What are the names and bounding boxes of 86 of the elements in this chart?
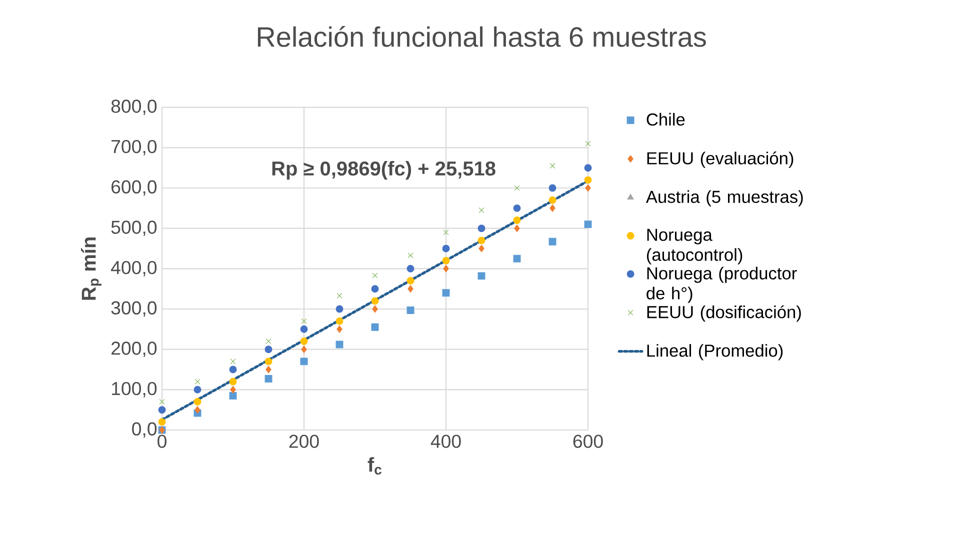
legend-label: Austria (5 muestras) <box>646 190 803 206</box>
point <box>229 378 237 386</box>
point <box>406 277 414 285</box>
point <box>336 292 342 298</box>
point <box>585 140 591 146</box>
point <box>406 306 414 314</box>
legend-label: Lineal (Promedio) <box>647 344 783 360</box>
point <box>478 207 484 213</box>
point <box>550 204 556 212</box>
point <box>585 184 591 192</box>
point <box>301 318 307 324</box>
point <box>372 272 378 278</box>
point <box>336 340 344 348</box>
annotation: Rp ≥ 0,9869(fc) + 25,518 <box>272 160 496 180</box>
point <box>442 289 450 297</box>
point <box>336 317 344 325</box>
point <box>548 196 556 204</box>
point <box>229 366 237 374</box>
point <box>513 254 521 262</box>
legend-label: EEUU (evaluación) <box>647 152 794 168</box>
point <box>230 358 236 364</box>
point <box>371 297 379 305</box>
legend-label: Noruega (productor de h°) <box>646 266 797 303</box>
point <box>229 392 237 400</box>
point <box>194 406 200 414</box>
point <box>194 378 200 384</box>
point <box>442 244 450 252</box>
point <box>159 399 165 404</box>
point <box>336 325 342 333</box>
point <box>443 264 449 272</box>
point <box>264 375 272 383</box>
point <box>548 238 556 246</box>
y-tick-label: 800,0 <box>111 100 157 116</box>
point <box>300 325 308 333</box>
x-axis-title: f$_{c}$ <box>368 457 382 475</box>
point <box>371 285 379 293</box>
point <box>266 366 272 374</box>
point <box>584 176 592 184</box>
point <box>194 386 202 394</box>
point <box>336 305 344 313</box>
x-tick-label: 0 <box>158 434 166 448</box>
chart-title: Relación funcional hasta 6 muestras <box>258 26 706 47</box>
point <box>442 256 450 264</box>
point <box>584 220 592 228</box>
point <box>408 285 414 293</box>
point <box>301 346 307 354</box>
point <box>158 406 166 414</box>
y-axis-title: R$_{p}$ mín <box>80 238 102 300</box>
y-tick-label: 400,0 <box>110 260 157 276</box>
point <box>478 244 484 252</box>
x-tick-label: 600 <box>573 434 603 448</box>
y-tick-label: 100,0 <box>112 382 157 398</box>
y-tick-label: 0,0 <box>132 422 157 438</box>
x-tick-label: 200 <box>289 434 319 448</box>
point <box>230 386 236 394</box>
point <box>300 338 308 346</box>
point <box>194 398 202 406</box>
y-tick-label: 200,0 <box>112 342 157 358</box>
point <box>550 163 556 169</box>
point <box>371 323 379 331</box>
point <box>406 264 414 272</box>
point <box>584 164 592 172</box>
point <box>264 346 272 354</box>
point <box>514 224 520 232</box>
legend-label: Chile <box>646 112 685 126</box>
y-tick-label: 700,0 <box>112 140 157 156</box>
point <box>548 184 556 192</box>
y-tick-label: 500,0 <box>111 220 157 236</box>
y-tick-label: 300,0 <box>111 301 157 317</box>
legend-label: Noruega (autocontrol) <box>646 228 742 264</box>
point <box>264 358 272 366</box>
x-tick-label: 400 <box>430 434 461 448</box>
point <box>266 338 272 344</box>
point <box>513 216 521 224</box>
point <box>478 236 486 244</box>
point <box>478 224 486 232</box>
point <box>514 185 520 191</box>
point <box>513 204 521 212</box>
point <box>478 272 486 280</box>
point <box>408 252 414 258</box>
y-tick-label: 600,0 <box>112 180 157 196</box>
point <box>300 358 308 366</box>
point <box>158 418 166 426</box>
legend-label: EEUU (dosificación) <box>647 305 801 322</box>
point <box>372 305 378 313</box>
point <box>443 230 449 236</box>
